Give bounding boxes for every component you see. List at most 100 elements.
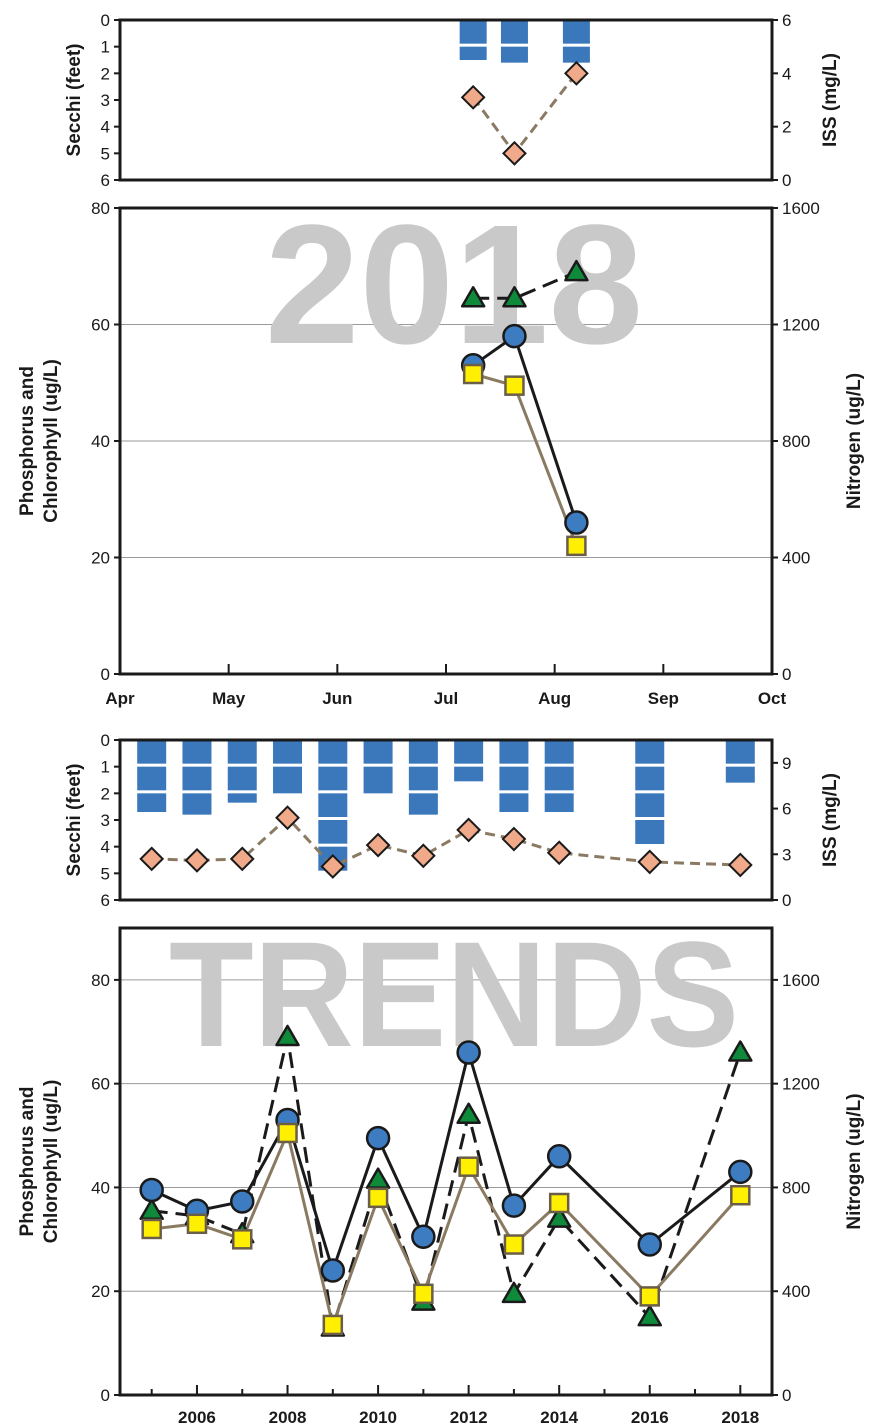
y2-tick-label: 0 [782, 891, 791, 910]
x-tick-label: Jul [434, 689, 459, 708]
iss-point [139, 846, 165, 872]
secchi-bar [635, 820, 665, 844]
y2-axis-label: Nitrogen (ug/L) [844, 373, 865, 509]
nitrogen-line [151, 1035, 742, 1329]
y-axis-label-line1: Phosphorus and [17, 366, 38, 516]
phosphorus-point [320, 1258, 346, 1283]
y-axis-label: Secchi (feet) [64, 764, 85, 877]
iss-point [727, 852, 753, 878]
y-tick-label: 80 [91, 971, 110, 990]
x-tick-label: 2012 [450, 1408, 488, 1427]
secchi-bar [725, 740, 755, 764]
y-tick-label: 1 [101, 38, 110, 57]
iss-point [460, 84, 486, 110]
y2-tick-label: 3 [782, 845, 791, 864]
nitrogen-point [637, 1304, 662, 1327]
secchi-bar [499, 793, 529, 812]
secchi-bar [635, 766, 665, 791]
secchi-bar [318, 793, 348, 817]
chlorophyll-point [503, 1234, 525, 1255]
y-tick-label: 20 [91, 549, 110, 568]
secchi-bar [500, 20, 528, 44]
chlorophyll-point [141, 1218, 162, 1240]
x-tick-label: 2016 [631, 1408, 669, 1427]
y2-tick-label: 4 [782, 64, 791, 83]
secchi-bar [363, 740, 393, 764]
y2-tick-label: 800 [782, 432, 810, 451]
y-tick-label: 0 [101, 731, 110, 750]
y-tick-label: 5 [101, 864, 110, 883]
iss-point [637, 849, 663, 875]
y-tick-label: 40 [91, 1178, 110, 1197]
y-axis-label-line1: Phosphorus and [17, 1087, 38, 1237]
chlorophyll-point [566, 535, 587, 557]
y-tick-label: 40 [91, 432, 110, 451]
secchi-bar [725, 766, 755, 783]
y-tick-label: 0 [101, 1386, 110, 1405]
secchi-bar [544, 793, 574, 812]
secchi-bar [499, 740, 529, 764]
nitrogen-point [501, 1281, 527, 1304]
y-tick-label: 0 [101, 665, 110, 684]
phosphorus-point [365, 1125, 391, 1151]
x-tick-label: Oct [758, 689, 787, 708]
secchi-bar [500, 46, 528, 63]
secchi-bar [137, 793, 167, 812]
iss-point [365, 832, 391, 858]
chlorophyll-point [639, 1286, 660, 1307]
iss-point [320, 854, 346, 879]
secchi-bar [635, 740, 665, 764]
secchi-bar [137, 740, 167, 764]
chlorophyll-point [462, 363, 484, 385]
phosphorus-point [637, 1232, 662, 1257]
y2-tick-label: 2 [782, 118, 791, 137]
phosphorus-point [411, 1224, 436, 1249]
y2-tick-label: 0 [782, 171, 791, 190]
iss-point [546, 840, 572, 866]
y2-tick-label: 1200 [782, 316, 820, 335]
secchi-bar [227, 793, 257, 803]
secchi-bar [318, 820, 348, 844]
iss-point [456, 817, 482, 843]
y-tick-label: 1 [101, 758, 110, 777]
secchi-bar [227, 766, 257, 791]
y-tick-label: 4 [101, 838, 110, 857]
y-tick-label: 2 [101, 64, 110, 83]
phosphorus-point [502, 323, 527, 349]
y-axis-label-line2: Chlorophyll (ug/L) [41, 1080, 62, 1244]
chlorophyll-point [504, 375, 525, 396]
secchi-bar [544, 740, 574, 764]
nitrogen-point [456, 1102, 481, 1125]
secchi-bar [182, 740, 212, 764]
chlorophyll-point [367, 1187, 389, 1209]
phosphorus-point [501, 1193, 527, 1218]
y-tick-label: 0 [101, 11, 110, 30]
iss-point [229, 846, 255, 872]
secchi-bar [182, 793, 212, 815]
nitrogen-point [139, 1198, 164, 1221]
y-tick-label: 6 [101, 171, 110, 190]
nitrogen-line [473, 270, 577, 300]
y-tick-label: 5 [101, 144, 110, 163]
secchi-bar [562, 46, 590, 63]
secchi-bar [137, 766, 167, 791]
secchi-bar [454, 766, 484, 782]
secchi-bar [318, 740, 348, 764]
y-axis-label-line2: Chlorophyll (ug/L) [41, 359, 62, 523]
secchi-bar [454, 740, 484, 764]
nitrogen-point [460, 286, 486, 308]
y-tick-label: 3 [101, 811, 110, 830]
y2-tick-label: 0 [782, 1386, 791, 1405]
secchi-bar [273, 740, 303, 764]
y2-tick-label: 6 [782, 11, 791, 30]
plot-frame [118, 18, 774, 182]
chlorophyll-point [232, 1229, 253, 1250]
iss-line [471, 72, 578, 155]
nitrogen-point [502, 286, 527, 308]
y2-tick-label: 1600 [782, 199, 820, 218]
phosphorus-point [546, 1144, 572, 1169]
nitrogen-point [275, 1024, 300, 1047]
secchi-bar [562, 20, 590, 44]
